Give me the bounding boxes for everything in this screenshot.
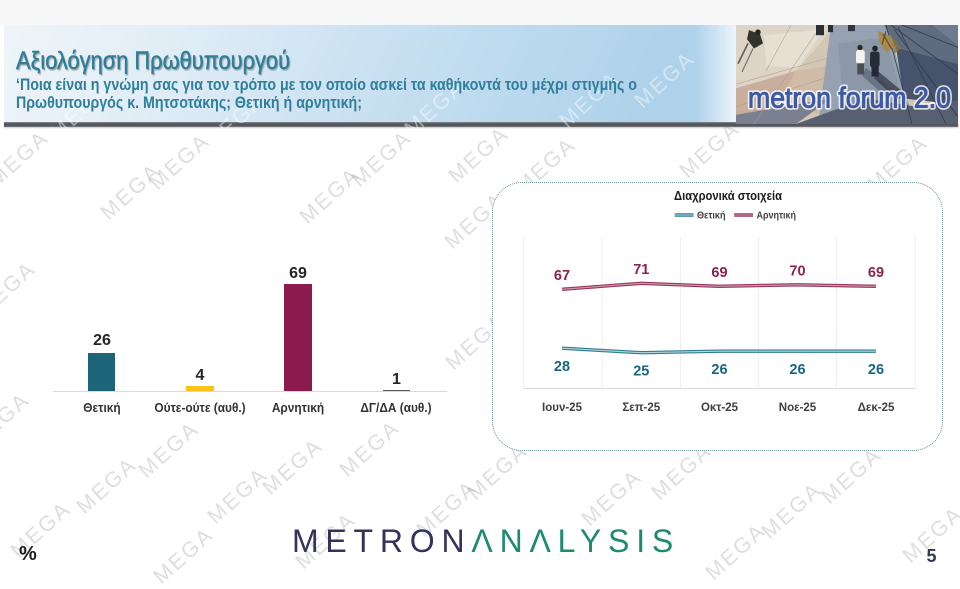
svg-text:67: 67 [554,268,570,284]
svg-text:metron forum 2.0: metron forum 2.0 [748,81,951,113]
svg-text:Αρνητική: Αρνητική [757,210,797,222]
svg-text:71: 71 [633,262,649,278]
svg-text:28: 28 [554,359,570,375]
svg-text:26: 26 [711,362,727,378]
svg-text:69: 69 [711,265,727,281]
svg-text:70: 70 [789,263,805,279]
svg-text:Ιουν-25: Ιουν-25 [542,402,583,414]
svg-text:25: 25 [633,364,649,380]
svg-text:metron forum 2.0: metron forum 2.0 [748,81,951,113]
svg-text:Θετική: Θετική [697,210,726,222]
svg-text:Οκτ-25: Οκτ-25 [701,402,739,414]
svg-text:26: 26 [789,362,805,378]
svg-text:Δεκ-25: Δεκ-25 [858,402,895,414]
svg-text:Νοε-25: Νοε-25 [779,402,817,414]
svg-text:26: 26 [868,362,884,378]
svg-text:69: 69 [868,265,884,281]
svg-text:Σεπ-25: Σεπ-25 [622,402,660,414]
